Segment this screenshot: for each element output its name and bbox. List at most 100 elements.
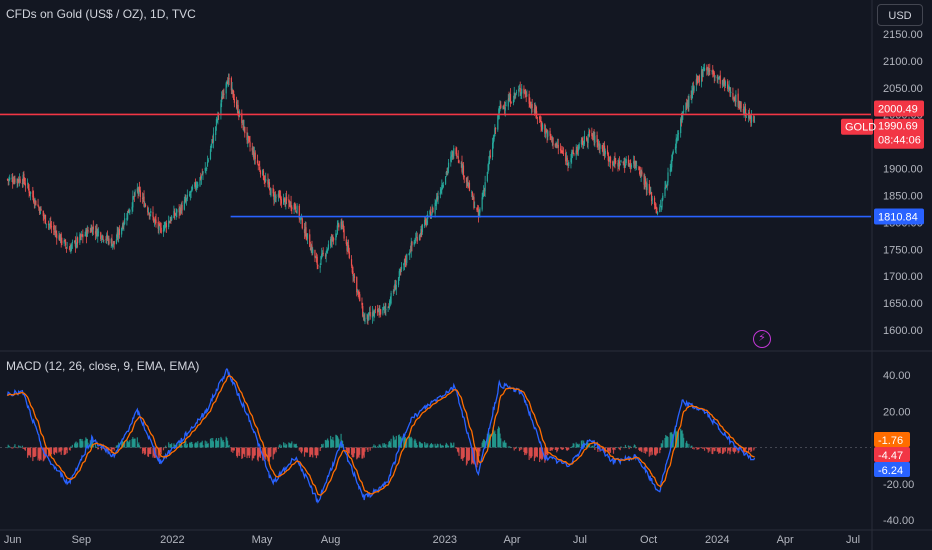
candle-body [586, 137, 588, 140]
candle-body [374, 309, 377, 311]
macd-histogram-bar [633, 446, 635, 448]
macd-histogram-bar [309, 447, 311, 458]
macd-histogram-bar [400, 436, 402, 448]
candle-body [53, 231, 56, 232]
macd-histogram-bar [347, 447, 350, 454]
candle-body [181, 204, 183, 211]
candle-body [509, 94, 512, 104]
macd-histogram-bar [54, 447, 56, 453]
candle-body [244, 126, 246, 134]
candle-body [39, 207, 41, 215]
macd-histogram-group [6, 426, 756, 468]
candle-body [492, 138, 494, 144]
macd-histogram-bar [211, 440, 213, 448]
macd-histogram-bar [284, 443, 286, 448]
candle-body [165, 222, 167, 225]
macd-histogram-bar [502, 441, 504, 448]
macd-histogram-bar [77, 442, 79, 448]
macd-histogram-bar [488, 432, 490, 448]
candle-body [259, 166, 261, 171]
candle-body [597, 142, 600, 146]
macd-histogram-bar [369, 447, 371, 451]
candle-body [565, 156, 568, 161]
candle-body [576, 149, 578, 151]
macd-histogram-bar [630, 447, 633, 449]
macd-histogram-bar [544, 447, 546, 463]
candle-body [107, 238, 109, 240]
candle-body [441, 184, 443, 191]
candle-body [49, 223, 51, 225]
macd-histogram-bar [497, 426, 500, 448]
candle-body [353, 275, 355, 278]
candle-body [690, 94, 692, 99]
macd-histogram-bar [712, 447, 715, 450]
macd-histogram-bar [220, 436, 222, 448]
macd-histogram-bar [494, 433, 497, 448]
macd-histogram-bar [525, 447, 527, 455]
candle-body [86, 228, 88, 237]
macd-histogram-bar [708, 447, 710, 450]
macd-histogram-bar [112, 447, 115, 449]
candle-body [188, 194, 191, 196]
macd-histogram-bar [442, 445, 444, 448]
candle-body [404, 258, 406, 262]
macd-histogram-bar [197, 441, 199, 448]
macd-histogram-bar [345, 447, 347, 451]
macd-histogram-bar [721, 447, 724, 455]
candle-body [421, 229, 423, 234]
candle-body [138, 186, 141, 191]
macd-histogram-bar [252, 447, 254, 459]
candle-body [317, 265, 319, 267]
macd-histogram-bar [499, 433, 501, 448]
candle-body [738, 102, 740, 108]
candle-body [468, 183, 470, 187]
macd-histogram-bar [471, 447, 473, 465]
macd-histogram-bar [371, 447, 374, 449]
candle-body [55, 230, 57, 234]
candle-body [275, 197, 277, 199]
candle-body [330, 239, 332, 241]
candle-body [84, 234, 86, 237]
candle-body [64, 240, 66, 241]
macd-histogram-bar [509, 447, 512, 449]
macd-histogram-bar [688, 443, 690, 448]
candle-body [379, 310, 381, 315]
macd-histogram-bar [536, 447, 538, 458]
macd-indicator-title[interactable]: MACD (12, 26, close, 9, EMA, EMA) [6, 359, 200, 373]
currency-button[interactable]: USD [877, 4, 923, 26]
candle-body [205, 168, 207, 170]
macd-histogram-bar [294, 444, 297, 448]
macd-histogram-bar [515, 446, 518, 448]
macd-histogram-bar [296, 446, 298, 448]
candle-body [270, 188, 272, 196]
candle-body [322, 252, 324, 255]
macd-histogram-bar [97, 447, 100, 450]
candle-body [338, 224, 340, 228]
candle-body [294, 206, 297, 210]
support-price-label-bg [874, 208, 924, 225]
candle-body [524, 91, 526, 93]
candle-body [688, 96, 690, 108]
candle-body [577, 150, 579, 152]
macd-histogram-bar [650, 447, 653, 452]
macd-histogram-bar [418, 441, 421, 448]
macd-histogram-bar [664, 438, 666, 448]
candle-body [105, 239, 107, 240]
macd-histogram-bar [606, 447, 609, 451]
macd-histogram-bar [298, 447, 300, 451]
macd-histogram-bar [206, 441, 208, 448]
macd-histogram-bar [430, 442, 432, 448]
macd-histogram-bar [195, 442, 197, 448]
candle-body [599, 144, 601, 149]
candle-body [303, 228, 306, 233]
macd-histogram-bar [350, 447, 353, 455]
lightning-icon[interactable]: ⚡ [753, 330, 771, 348]
candle-body [406, 254, 408, 263]
candle-body [54, 230, 56, 233]
candle-body [296, 205, 298, 213]
macd-histogram-bar [212, 441, 215, 448]
candle-body [429, 210, 431, 215]
candle-body [40, 208, 42, 211]
macd-histogram-bar [586, 441, 588, 448]
